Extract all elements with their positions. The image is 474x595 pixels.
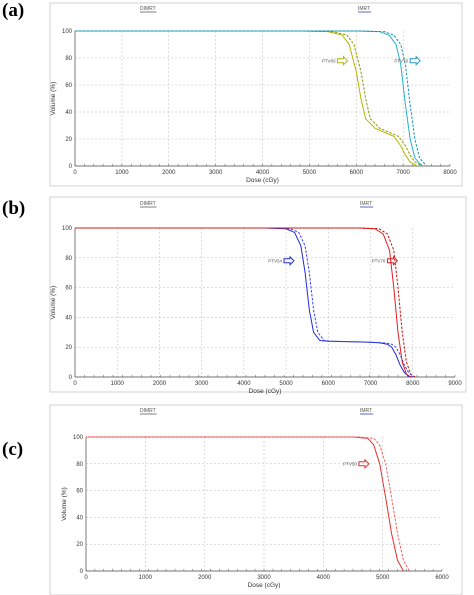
- x-tick-label: 2000: [198, 575, 212, 581]
- chart-panel-3: (c) 0 1000 2000 3000 4000 5000 6000 0 20 40 60 80 100…: [2, 404, 463, 595]
- x-tick-label: 7000: [396, 170, 410, 176]
- y-tick-label: 80: [65, 56, 72, 62]
- x-tick-label: 0: [84, 575, 88, 581]
- annotation-arrow-icon: [337, 55, 349, 66]
- panel-frame: [49, 2, 463, 187]
- series-line-ptv60: [75, 30, 423, 167]
- chart-panel-1: (a) 0 1000 2000 3000 4000 5000 6000 7000 8000 0 20 4…: [2, 0, 463, 187]
- y-tick-label: 0: [80, 569, 84, 575]
- series-line-ptv50: [86, 436, 404, 572]
- annotation-arrow-icon: [386, 255, 399, 266]
- chart-panel-2: (b)0 1000 2000 3000 4000 5000 6000 7000 8000 9000…: [2, 196, 467, 395]
- series-line-ptv50: [86, 436, 410, 572]
- panel-label: (a): [2, 0, 24, 21]
- x-tick-label: 2000: [162, 170, 176, 176]
- x-tick-label: 3000: [209, 170, 223, 176]
- x-tick-label: 1000: [115, 170, 129, 176]
- panel-frame: [49, 196, 467, 393]
- series-line-ptv54: [75, 227, 418, 378]
- series-line-ptv60: [75, 30, 418, 167]
- x-tick-label: 8000: [406, 381, 420, 387]
- annotation-arrow-icon: [358, 458, 370, 470]
- x-tick-label: 1000: [139, 575, 153, 581]
- series-line-ptv70: [75, 227, 416, 378]
- legend-entry-imrt: IMRT: [358, 6, 370, 12]
- annotation-label-ptv70: PTV70: [394, 58, 408, 63]
- x-tick-label: 4000: [256, 170, 270, 176]
- x-tick-label: 0: [73, 381, 77, 387]
- x-tick-label: 6000: [350, 170, 364, 176]
- y-tick-label: 100: [62, 226, 73, 232]
- annotation-arrow-icon: [409, 55, 421, 66]
- annotation-label-ptv70: PTV70: [372, 258, 386, 263]
- y-tick-label: 40: [76, 515, 83, 521]
- x-axis-title: Dose (cGy): [249, 388, 282, 395]
- legend-entry-imrt: IMRT: [360, 201, 372, 207]
- legend-entry-dimrt: DIMRT: [140, 201, 156, 207]
- y-tick-label: 0: [69, 164, 73, 170]
- y-tick-label: 100: [73, 435, 84, 441]
- y-tick-label: 60: [65, 286, 72, 292]
- y-tick-label: 100: [62, 29, 73, 35]
- panel-label: (c): [2, 439, 23, 460]
- y-tick-label: 40: [65, 315, 72, 321]
- x-tick-label: 3000: [195, 381, 209, 387]
- x-tick-label: 0: [73, 170, 77, 176]
- x-tick-label: 7000: [364, 381, 378, 387]
- y-tick-label: 20: [76, 542, 83, 548]
- y-tick-label: 60: [76, 489, 83, 495]
- y-axis-title: Volume (%): [50, 286, 57, 320]
- x-tick-label: 8000: [443, 170, 457, 176]
- x-tick-label: 2000: [153, 381, 167, 387]
- x-tick-label: 4000: [237, 381, 251, 387]
- series-line-ptv70: [75, 30, 427, 167]
- x-tick-label: 5000: [279, 381, 293, 387]
- y-tick-label: 60: [65, 83, 72, 89]
- y-axis-title: Volume (%): [50, 82, 57, 116]
- panel-label: (b): [2, 198, 25, 219]
- x-tick-label: 1000: [111, 381, 125, 387]
- y-tick-label: 40: [65, 110, 72, 116]
- x-tick-label: 6000: [435, 575, 449, 581]
- y-tick-label: 0: [69, 375, 73, 381]
- y-tick-label: 20: [65, 345, 72, 351]
- x-axis-title: Dose (cGy): [248, 582, 281, 589]
- annotation-arrow-icon: [283, 255, 295, 266]
- annotation-label-ptv50: PTV50: [343, 461, 357, 466]
- legend-entry-dimrt: DIMRT: [140, 408, 156, 414]
- y-tick-label: 20: [65, 137, 72, 143]
- x-tick-label: 3000: [257, 575, 271, 581]
- x-tick-label: 6000: [322, 381, 336, 387]
- x-axis-title: Dose (cGy): [246, 177, 279, 184]
- panel-frame: [49, 404, 463, 595]
- legend-entry-imrt: IMRT: [360, 408, 372, 414]
- x-tick-label: 4000: [317, 575, 331, 581]
- x-tick-label: 5000: [303, 170, 317, 176]
- annotation-label-ptv60: PTV60: [322, 58, 336, 63]
- x-tick-label: 5000: [376, 575, 390, 581]
- y-tick-label: 80: [65, 256, 72, 262]
- annotation-label-ptv54: PTV54: [268, 258, 282, 263]
- legend-entry-dimrt: DIMRT: [140, 6, 156, 12]
- y-tick-label: 80: [76, 462, 83, 468]
- series-line-ptv70: [75, 227, 411, 378]
- y-axis-title: Volume (%): [61, 487, 68, 521]
- x-tick-label: 9000: [448, 381, 462, 387]
